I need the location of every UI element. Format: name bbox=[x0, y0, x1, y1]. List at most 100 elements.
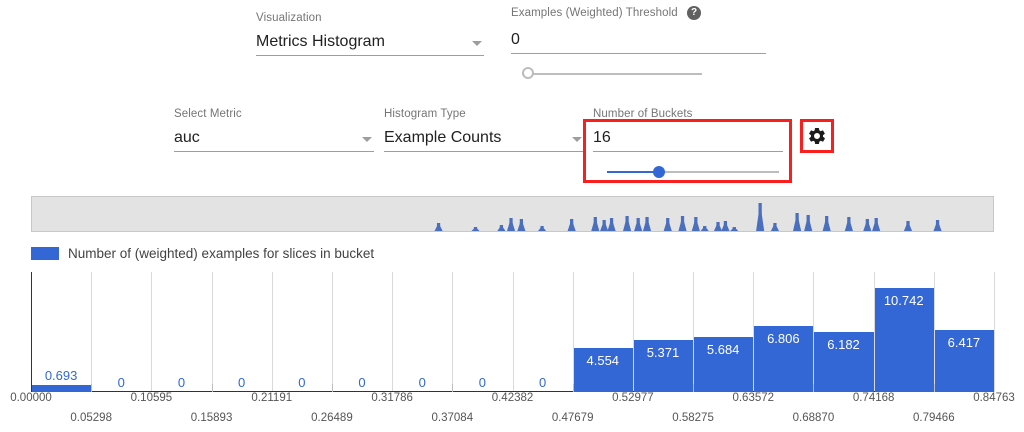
histogram-type-label: Histogram Type bbox=[384, 108, 466, 120]
chart-gridline bbox=[693, 272, 694, 392]
chart-bar[interactable] bbox=[633, 340, 694, 392]
chart-tick-mark bbox=[693, 384, 695, 392]
chart-bar-value-label: 0 bbox=[538, 375, 547, 390]
examples-threshold-slider[interactable] bbox=[522, 66, 702, 82]
number-of-buckets-slider[interactable] bbox=[607, 164, 779, 180]
chart-gridline bbox=[813, 272, 814, 392]
chart-gridline bbox=[452, 272, 453, 392]
chart-bar-value-label: 0 bbox=[177, 375, 186, 390]
number-of-buckets-input[interactable]: 16 bbox=[593, 129, 611, 146]
visualization-value: Metrics Histogram bbox=[256, 33, 385, 50]
select-metric-select[interactable]: Select Metric auc bbox=[174, 108, 374, 152]
chart-tick-label: 0.26489 bbox=[311, 412, 353, 424]
histogram-type-select[interactable]: Histogram Type Example Counts bbox=[384, 108, 584, 152]
examples-threshold-input[interactable]: 0 bbox=[511, 31, 520, 48]
help-icon[interactable]: ? bbox=[687, 6, 702, 20]
chart-bar-value-label: 0 bbox=[238, 375, 246, 390]
chevron-down-icon[interactable] bbox=[472, 41, 482, 46]
chart-tick-mark bbox=[933, 384, 935, 392]
chart-tick-label: 0.63572 bbox=[732, 392, 775, 404]
chart-bar[interactable] bbox=[934, 330, 994, 392]
histogram-overview-strip[interactable] bbox=[31, 196, 994, 232]
chart-tick-label: 0.31786 bbox=[371, 392, 413, 404]
chart-gridline bbox=[513, 272, 514, 392]
examples-threshold-label: Examples (Weighted) Threshold ? bbox=[511, 6, 766, 20]
chart-tick-mark bbox=[211, 384, 213, 392]
chart-bar-value-label: 0 bbox=[418, 375, 426, 390]
chart-bar[interactable] bbox=[754, 326, 814, 392]
chart-bar[interactable] bbox=[874, 288, 934, 392]
chart-tick-label: 0.37084 bbox=[431, 412, 474, 424]
chart-legend[interactable]: Number of (weighted) examples for slices… bbox=[31, 246, 374, 261]
chart-tick-label: 0.42382 bbox=[491, 392, 534, 404]
chart-tick-label: 0.05298 bbox=[70, 412, 112, 424]
chart-tick-mark bbox=[813, 384, 815, 392]
chart-bar-value-label: 0 bbox=[358, 375, 366, 390]
chart-bar[interactable] bbox=[694, 337, 754, 392]
chart-tick-mark bbox=[91, 384, 93, 392]
chart-tick-label: 0.15893 bbox=[190, 412, 233, 424]
number-of-buckets-label: Number of Buckets bbox=[593, 108, 693, 120]
settings-gear-button[interactable] bbox=[803, 122, 831, 150]
chart-plot-area: 0.693 0 0 0 0 0 0 0 0 4.554 5.371 5.684 6.806 6.182 10… bbox=[31, 272, 995, 392]
chart-bar-value-label: 0 bbox=[478, 375, 487, 390]
chart-bar-value-label: 4.554 bbox=[586, 353, 620, 369]
chart-x-axis-line bbox=[31, 391, 994, 392]
metrics-histogram-chart[interactable]: 0.693 0 0 0 0 0 0 0 0 4.554 5.371 5.684 6.806 6.182 10… bbox=[31, 272, 995, 392]
slider-knob[interactable] bbox=[652, 166, 665, 178]
visualization-label: Visualization bbox=[256, 12, 322, 24]
chart-tick-label: 0.58275 bbox=[672, 412, 714, 424]
chart-tick-label: 0.84763 bbox=[973, 392, 1015, 404]
chart-gridline bbox=[934, 272, 935, 392]
chart-bar[interactable] bbox=[32, 385, 92, 392]
chart-y-axis-line bbox=[31, 272, 32, 392]
overview-spikes bbox=[32, 197, 993, 231]
histogram-type-value: Example Counts bbox=[384, 129, 502, 146]
slider-knob[interactable] bbox=[522, 67, 534, 79]
chart-gridline bbox=[874, 272, 875, 392]
chart-tick-label: 0.79466 bbox=[913, 412, 955, 424]
number-of-buckets-field[interactable]: Number of Buckets 16 bbox=[593, 108, 783, 152]
chart-tick-label: 0.52977 bbox=[612, 392, 654, 404]
chart-gridline bbox=[994, 272, 995, 392]
chart-tick-mark bbox=[572, 384, 574, 392]
chart-bar-value-label: 0 bbox=[117, 375, 125, 390]
chart-bar[interactable] bbox=[814, 332, 874, 392]
chart-gridline bbox=[392, 272, 393, 392]
chart-gridline bbox=[332, 272, 333, 392]
chart-bar-value-label: 5.684 bbox=[706, 342, 740, 358]
slider-track bbox=[607, 171, 779, 173]
gear-icon bbox=[809, 127, 825, 145]
slider-fill bbox=[607, 171, 659, 173]
slider-track bbox=[522, 73, 702, 75]
chart-bar-value-label: 6.806 bbox=[767, 331, 800, 347]
chart-tick-label: 0.21191 bbox=[251, 392, 293, 404]
chart-gridline bbox=[753, 272, 754, 392]
chevron-down-icon[interactable] bbox=[572, 137, 582, 142]
chart-tick-mark bbox=[452, 384, 454, 392]
chart-bar-value-label: 6.182 bbox=[827, 337, 860, 353]
chart-tick-label: 0.10595 bbox=[130, 392, 173, 404]
chart-gridline bbox=[633, 272, 634, 392]
chart-bar-value-label: 5.371 bbox=[646, 345, 680, 361]
chart-bar-value-label: 6.417 bbox=[947, 335, 981, 351]
chart-tick-label: 0.00000 bbox=[10, 392, 52, 404]
chart-tick-mark bbox=[331, 384, 333, 392]
legend-swatch bbox=[31, 247, 59, 260]
chart-bar-value-label: 0 bbox=[298, 375, 306, 390]
chart-bar-value-label: 0.693 bbox=[44, 368, 78, 384]
visualization-select[interactable]: Visualization Metrics Histogram bbox=[256, 12, 484, 56]
chart-gridline bbox=[212, 272, 213, 392]
chart-tick-label: 0.47679 bbox=[551, 412, 594, 424]
chevron-down-icon[interactable] bbox=[362, 137, 372, 142]
legend-label: Number of (weighted) examples for slices… bbox=[68, 246, 375, 261]
chart-tick-label: 0.74168 bbox=[852, 392, 895, 404]
chart-gridline bbox=[91, 272, 92, 392]
chart-bar[interactable] bbox=[573, 348, 633, 392]
select-metric-label: Select Metric bbox=[174, 108, 242, 120]
chart-gridline bbox=[573, 272, 574, 392]
examples-threshold-field[interactable]: Examples (Weighted) Threshold ? 0 bbox=[511, 6, 766, 54]
select-metric-value: auc bbox=[174, 129, 200, 146]
chart-x-axis: 0.00000 0.05298 0.10595 0.15893 0.21191 0.264… bbox=[10, 384, 1015, 432]
